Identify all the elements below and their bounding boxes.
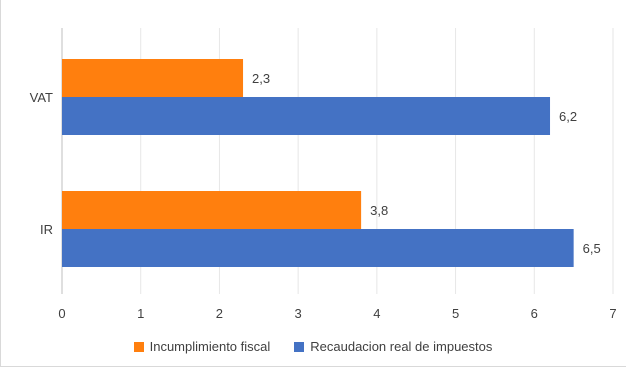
x-tick-label: 1 bbox=[137, 306, 144, 321]
x-tick-label: 5 bbox=[452, 306, 459, 321]
category-labels: VAT IR bbox=[30, 90, 53, 237]
category-label-vat: VAT bbox=[30, 90, 53, 105]
legend-swatch-series-2 bbox=[294, 341, 305, 352]
bar-vat-series-1 bbox=[62, 59, 244, 97]
legend-item-series-2: Recaudacion real de impuestos bbox=[294, 339, 492, 354]
x-tick-label: 7 bbox=[609, 306, 616, 321]
legend-label-series-2: Recaudacion real de impuestos bbox=[310, 339, 493, 354]
x-tick-label: 0 bbox=[58, 306, 65, 321]
x-tick-label: 3 bbox=[295, 306, 302, 321]
legend-swatch-series-1 bbox=[133, 341, 144, 352]
legend: Incumplimiento fiscal Recaudacion real d… bbox=[0, 339, 626, 354]
data-label-vat-series-1: 2,3 bbox=[252, 71, 270, 86]
x-tick-label: 4 bbox=[373, 306, 380, 321]
data-label-ir-series-2: 6,5 bbox=[583, 241, 601, 256]
data-label-vat-series-2: 6,2 bbox=[559, 109, 577, 124]
data-labels: 2,3 6,2 3,8 6,5 bbox=[252, 71, 601, 256]
data-label-ir-series-1: 3,8 bbox=[370, 203, 388, 218]
x-tick-label: 2 bbox=[216, 306, 223, 321]
category-label-ir: IR bbox=[40, 222, 53, 237]
x-tick-label: 6 bbox=[531, 306, 538, 321]
x-tick-labels: 0 1 2 3 4 5 6 7 bbox=[58, 306, 616, 321]
bar-ir-series-2 bbox=[62, 229, 574, 267]
bar-vat-series-2 bbox=[62, 97, 551, 135]
bars bbox=[62, 59, 574, 267]
legend-item-series-1: Incumplimiento fiscal bbox=[133, 339, 271, 354]
bar-ir-series-1 bbox=[62, 191, 362, 229]
legend-label-series-1: Incumplimiento fiscal bbox=[149, 339, 271, 354]
